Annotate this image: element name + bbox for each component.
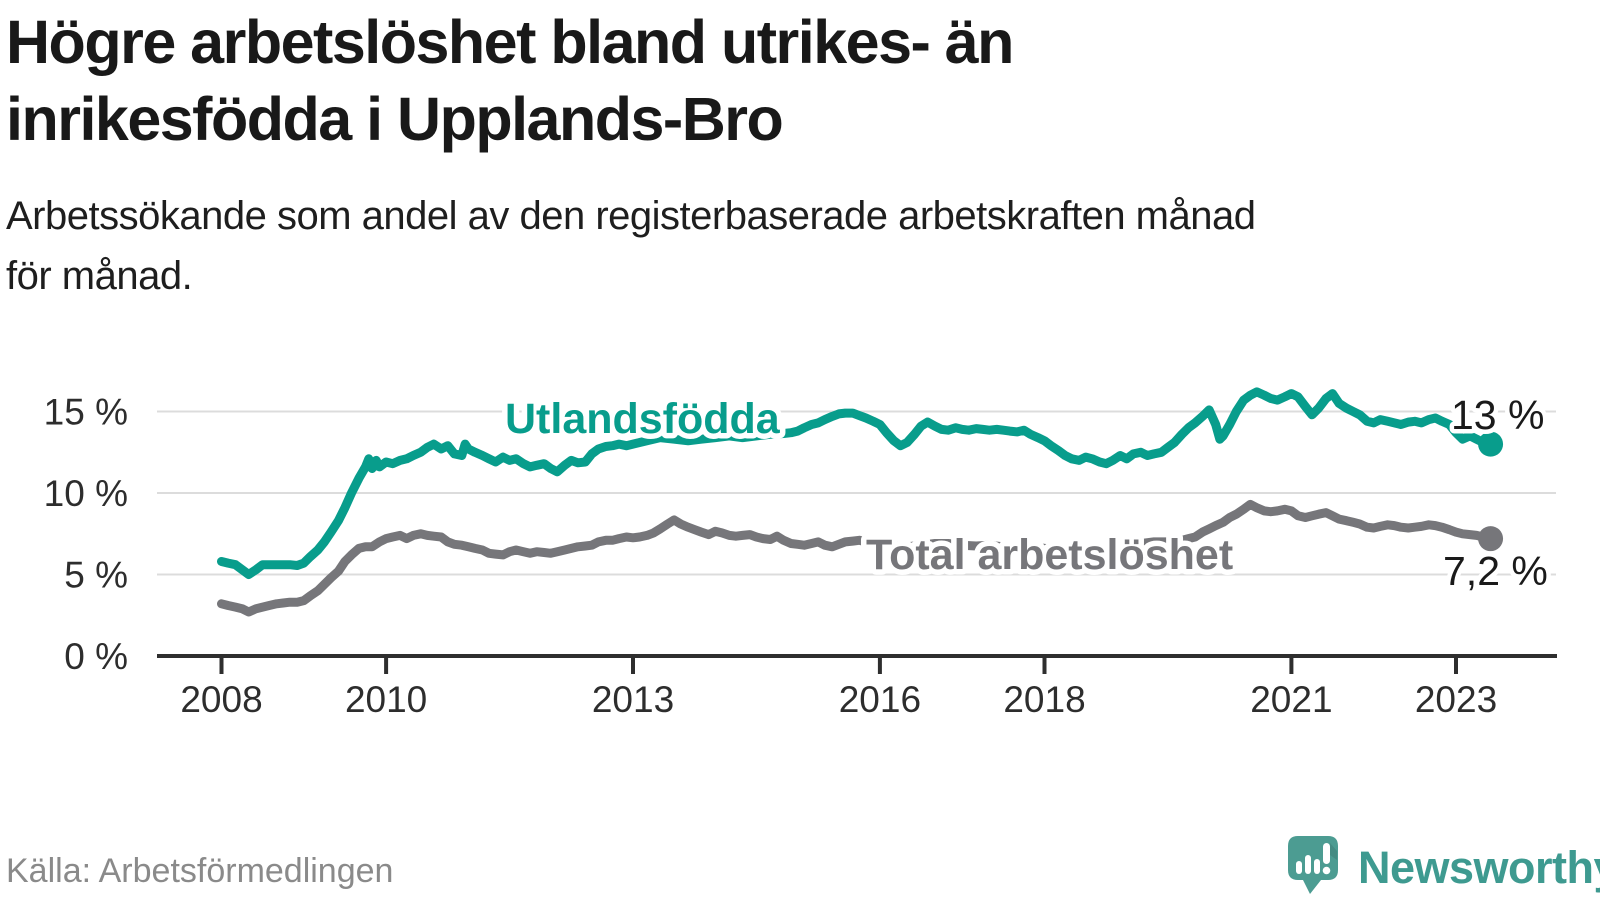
chart-subtitle-line1: Arbetssökande som andel av den registerb… [6, 194, 1256, 238]
x-axis-tick-label: 2010 [345, 679, 427, 720]
x-axis-tick-label: 2016 [839, 679, 921, 720]
page-title: Högre arbetslöshet bland utrikes- än inr… [6, 4, 1014, 158]
end-value-label-utlandsfodda: 13 % [1451, 392, 1544, 438]
series-label-total: Total arbetslöshet [866, 531, 1233, 579]
x-axis-tick-label: 2013 [592, 679, 674, 720]
page-title-line1: Högre arbetslöshet bland utrikes- än [6, 8, 1014, 76]
y-axis-tick-label: 10 % [44, 473, 128, 514]
y-axis-tick-label: 15 % [44, 392, 128, 433]
y-axis-tick-label: 5 % [64, 555, 128, 596]
x-axis-tick-label: 2021 [1250, 679, 1332, 720]
chart-subtitle-line2: för månad. [6, 254, 193, 298]
x-axis-tick-label: 2008 [180, 679, 262, 720]
series-label-utlandsfodda: Utlandsfödda [505, 395, 781, 443]
series-line-total [217, 499, 1496, 617]
series-line-utlandsfodda [217, 387, 1496, 579]
source-note: Källa: Arbetsförmedlingen [6, 852, 394, 890]
x-axis-tick-label: 2018 [1003, 679, 1085, 720]
x-axis-tick-label: 2023 [1415, 679, 1497, 720]
series-end-dot-utlandsfodda [1478, 431, 1504, 457]
newsworthy-wordmark: Newsworthy [1358, 842, 1600, 893]
chart-subtitle: Arbetssökande som andel av den registerb… [6, 186, 1256, 306]
series-end-dot-total [1478, 526, 1504, 552]
newsworthy-bubble-chart-icon [1288, 836, 1338, 894]
y-axis-tick-label: 0 % [64, 636, 128, 677]
end-value-label-total: 7,2 % [1443, 548, 1548, 594]
page-title-line2: inrikesfödda i Upplands-Bro [6, 85, 784, 153]
newsworthy-logo: Newsworthy [1288, 836, 1600, 898]
